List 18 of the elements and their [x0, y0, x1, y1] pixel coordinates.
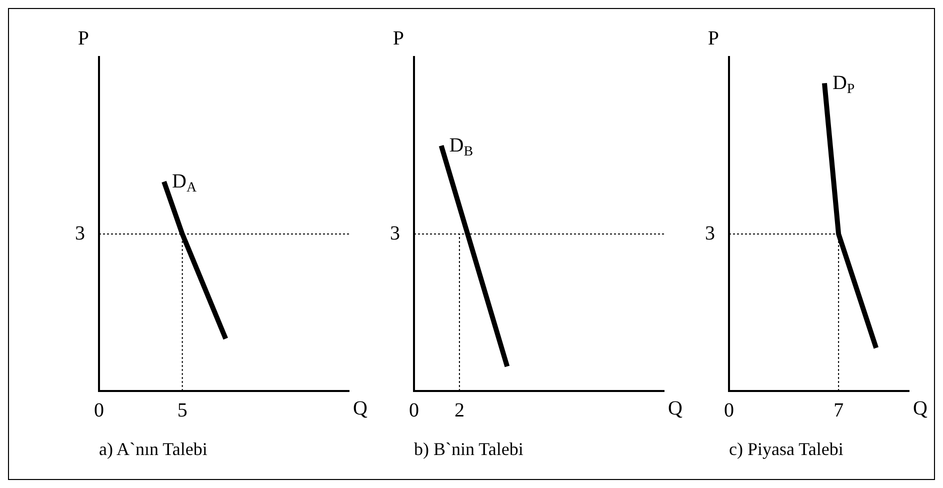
- text: 3: [390, 222, 400, 244]
- x-tick-label: 0: [94, 399, 104, 422]
- text: 3: [705, 222, 715, 244]
- x-axis-title: Q: [353, 397, 368, 420]
- x-axis-title: Q: [913, 397, 928, 420]
- text: a) A`nın Talebi: [99, 439, 208, 460]
- x-tick-label: 0: [724, 399, 734, 422]
- text: 3: [75, 222, 85, 244]
- y-axis-title: P: [708, 27, 719, 50]
- x-tick-label: 7: [834, 399, 844, 422]
- y-axis-title: P: [78, 27, 89, 50]
- text: c) Piyasa Talebi: [729, 439, 844, 460]
- x-tick-label: 0: [409, 399, 419, 422]
- x-tick-label: 5: [177, 399, 188, 422]
- x-tick-label: 2: [454, 399, 464, 422]
- y-axis-title: P: [392, 27, 404, 50]
- x-axis-title: Q: [668, 397, 683, 420]
- text: b) B`nin Talebi: [414, 439, 524, 460]
